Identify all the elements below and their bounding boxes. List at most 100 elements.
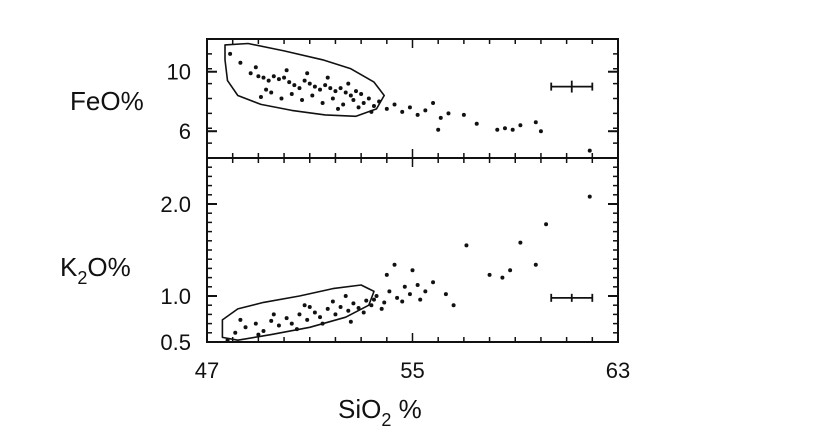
sio2-label-subscript: 2 [381,410,391,430]
data-point [533,262,538,267]
data-point [410,268,415,273]
data-point [289,92,294,97]
data-point [518,240,523,245]
k2o-label-main: K [60,252,78,282]
data-point [366,96,371,101]
data-point [407,105,412,110]
data-point [284,68,289,73]
data-point [294,327,299,332]
data-point [261,328,266,333]
data-point [338,86,343,91]
basalt-field-outline [224,42,386,118]
data-point [374,294,379,298]
data-point [325,306,330,311]
data-point [533,120,538,125]
data-point [361,100,366,105]
data-point [333,312,338,317]
data-point [495,127,500,132]
basalt-field-outline [221,284,375,342]
data-point [276,323,281,328]
data-point [346,308,351,313]
data-point [256,332,261,337]
data-point [305,317,310,322]
data-point [474,121,479,126]
data-point [330,96,335,101]
data-point [238,60,243,65]
data-point [387,289,392,294]
data-point [384,106,389,111]
data-point [438,115,443,120]
data-point [351,301,356,306]
data-point [415,282,420,287]
data-point [343,294,348,298]
data-point [333,89,338,94]
x-tick-label: 47 [195,358,219,383]
data-point [238,317,243,322]
data-point [369,109,374,114]
data-point [233,330,238,335]
feo-axis-label: FeO% [70,86,144,116]
data-point [415,112,420,117]
data-point [544,222,549,227]
data-point [446,111,451,116]
data-point [228,51,233,56]
data-point [336,106,341,111]
data-point [243,325,248,330]
data-point [464,243,469,248]
data-point [500,275,505,280]
data-point [451,303,456,308]
data-point [369,303,374,308]
data-point [431,100,436,105]
x-tick-label: 55 [400,358,424,383]
plot-frame [206,157,619,343]
sio2-axis-label: SiO2 % [338,394,422,430]
y-tick-label: 0.5 [160,330,191,355]
data-point [371,103,376,108]
data-point [325,75,330,80]
data-point [310,93,315,98]
data-point [305,71,310,76]
data-point [382,300,387,305]
data-point [264,87,269,92]
data-point [356,305,361,310]
data-point [279,96,284,101]
data-point [431,280,436,285]
data-point [318,87,323,92]
data-point [323,83,328,88]
data-point [289,321,294,326]
data-point [538,129,543,134]
data-point [423,289,428,294]
data-point [258,95,263,100]
data-point [348,93,353,98]
data-point [253,321,258,326]
error-bar [550,80,594,93]
y-tick-label: 2.0 [160,192,191,217]
data-point [307,305,312,310]
data-point [297,86,302,91]
data-point [487,272,492,277]
data-point [377,99,382,104]
data-point [253,65,258,70]
data-point [356,105,361,110]
data-point [587,148,592,153]
data-point [271,74,276,79]
data-point [400,299,405,304]
data-point [418,297,423,302]
data-point [269,318,274,323]
data-point [400,109,405,114]
data-point [269,90,274,95]
data-point [287,80,292,85]
data-point [261,75,266,80]
y-tick-label: 10 [167,60,191,85]
data-point [338,305,343,310]
data-point [346,81,351,86]
data-point [353,89,358,94]
data-point [461,112,466,117]
data-point [587,194,592,199]
sio2-label-suffix: % [391,394,421,424]
data-point [225,338,230,343]
data-point [364,298,369,303]
data-point [392,102,397,107]
data-point [320,321,325,326]
